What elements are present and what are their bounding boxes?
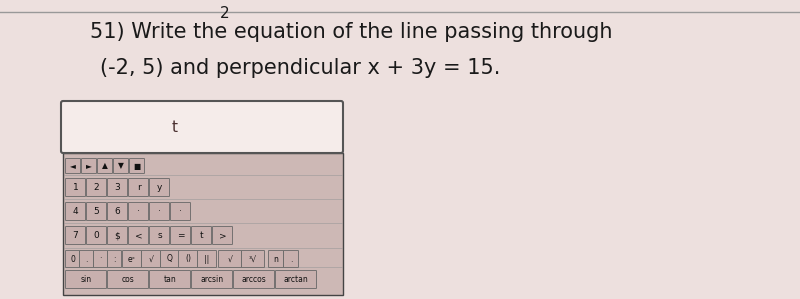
Text: t: t [172,120,178,135]
FancyBboxPatch shape [61,101,343,153]
FancyBboxPatch shape [198,251,217,268]
FancyBboxPatch shape [66,251,79,268]
Text: y: y [157,183,162,192]
Text: arcsin: arcsin [201,275,223,284]
FancyBboxPatch shape [86,179,106,196]
FancyBboxPatch shape [129,202,149,220]
FancyBboxPatch shape [170,202,190,220]
Text: arctan: arctan [284,275,308,284]
FancyBboxPatch shape [178,251,198,268]
FancyBboxPatch shape [107,251,122,268]
FancyBboxPatch shape [129,227,149,245]
Text: ·: · [158,207,161,216]
Text: 6: 6 [114,207,120,216]
FancyBboxPatch shape [142,251,161,268]
FancyBboxPatch shape [66,202,86,220]
Text: ▲: ▲ [102,161,108,170]
Text: :: : [114,254,116,263]
FancyBboxPatch shape [86,227,106,245]
Text: ·: · [99,254,102,263]
FancyBboxPatch shape [98,158,113,173]
FancyBboxPatch shape [191,271,233,289]
Text: ▼: ▼ [118,161,124,170]
Text: 5: 5 [94,207,99,216]
Text: ◄: ◄ [70,161,76,170]
Text: 0: 0 [70,254,75,263]
FancyBboxPatch shape [191,227,211,245]
Text: ►: ► [86,161,92,170]
Text: 51) Write the equation of the line passing through: 51) Write the equation of the line passi… [90,22,613,42]
Text: <: < [134,231,142,240]
Text: =: = [177,231,184,240]
FancyBboxPatch shape [269,251,283,268]
Text: 7: 7 [73,231,78,240]
Text: >: > [218,231,226,240]
FancyBboxPatch shape [283,251,298,268]
Text: (-2, 5) and perpendicular x + 3y = 15.: (-2, 5) and perpendicular x + 3y = 15. [100,58,500,78]
Text: tan: tan [164,275,176,284]
Text: r: r [137,183,140,192]
FancyBboxPatch shape [107,179,127,196]
Text: 0: 0 [94,231,99,240]
Text: .: . [290,254,292,263]
Text: 3: 3 [114,183,120,192]
Text: √: √ [149,254,154,263]
FancyBboxPatch shape [213,227,233,245]
FancyBboxPatch shape [130,158,145,173]
Text: cos: cos [122,275,134,284]
Text: s: s [157,231,162,240]
Text: 2: 2 [94,183,99,192]
Bar [63,153,343,295]
FancyBboxPatch shape [66,179,86,196]
Text: $: $ [114,231,120,240]
Text: eˣ: eˣ [128,254,136,263]
FancyBboxPatch shape [242,251,265,268]
Text: ·: · [137,207,140,216]
Text: ·: · [179,207,182,216]
FancyBboxPatch shape [129,179,149,196]
Text: Q: Q [167,254,173,263]
FancyBboxPatch shape [86,202,106,220]
FancyBboxPatch shape [66,271,106,289]
FancyBboxPatch shape [161,251,179,268]
FancyBboxPatch shape [275,271,317,289]
Text: t: t [200,231,203,240]
Text: n: n [274,254,278,263]
FancyBboxPatch shape [107,227,127,245]
Text: arccos: arccos [242,275,266,284]
FancyBboxPatch shape [66,227,86,245]
FancyBboxPatch shape [107,202,127,220]
Text: √: √ [227,254,233,263]
Text: ||: || [204,254,210,263]
FancyBboxPatch shape [150,271,190,289]
FancyBboxPatch shape [79,251,94,268]
FancyBboxPatch shape [150,202,170,220]
Text: 2: 2 [220,6,230,21]
FancyBboxPatch shape [94,251,107,268]
Text: .: . [86,254,88,263]
Text: sin: sin [81,275,91,284]
FancyBboxPatch shape [66,158,81,173]
FancyBboxPatch shape [170,227,190,245]
FancyBboxPatch shape [122,251,142,268]
Text: 1: 1 [73,183,78,192]
FancyBboxPatch shape [107,271,149,289]
FancyBboxPatch shape [150,179,170,196]
FancyBboxPatch shape [114,158,129,173]
Text: ³√: ³√ [249,254,257,263]
FancyBboxPatch shape [234,271,274,289]
FancyBboxPatch shape [150,227,170,245]
Text: ■: ■ [134,161,141,170]
FancyBboxPatch shape [218,251,242,268]
Text: 4: 4 [73,207,78,216]
FancyBboxPatch shape [82,158,97,173]
Text: (): () [185,254,191,263]
